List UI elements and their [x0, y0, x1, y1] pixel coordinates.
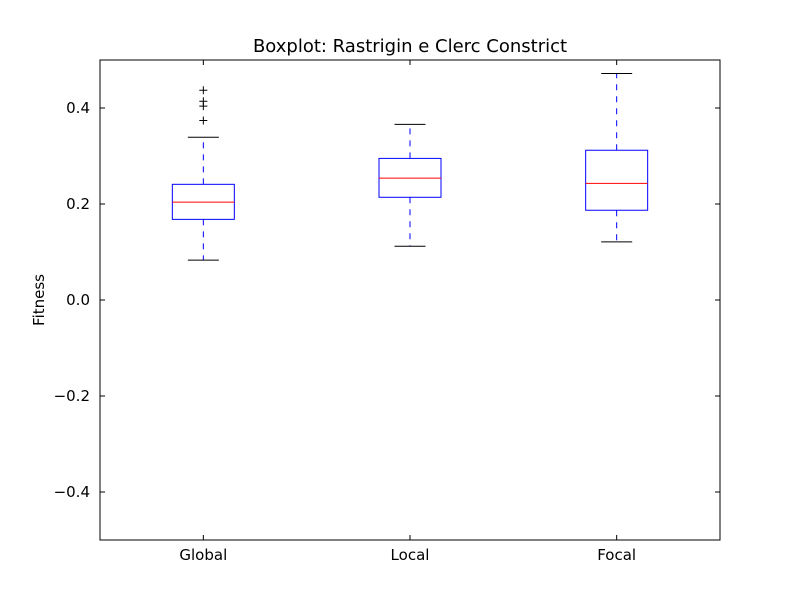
y-axis-label: Fitness — [30, 274, 48, 326]
plot-frame — [99, 59, 721, 541]
box-iqr — [585, 149, 649, 211]
chart-title: Boxplot: Rastrigin e Clerc Constrict — [253, 36, 567, 57]
outlier-point — [199, 116, 208, 125]
outlier-point — [199, 97, 208, 106]
y-tick-label: 0.0 — [66, 291, 90, 309]
y-tick-label: −0.4 — [54, 483, 90, 501]
y-tick-label: −0.2 — [54, 387, 90, 405]
x-tick-label: Global — [179, 546, 227, 564]
outlier-point — [199, 86, 208, 95]
y-tick-label: 0.4 — [66, 99, 90, 117]
x-tick-label: Local — [391, 546, 430, 564]
y-tick-label: 0.2 — [66, 195, 90, 213]
x-tick-label: Focal — [597, 546, 636, 564]
plot-marks: −0.4 −0.2 0.0 0.2 0.4 Global Local Focal — [54, 60, 720, 564]
